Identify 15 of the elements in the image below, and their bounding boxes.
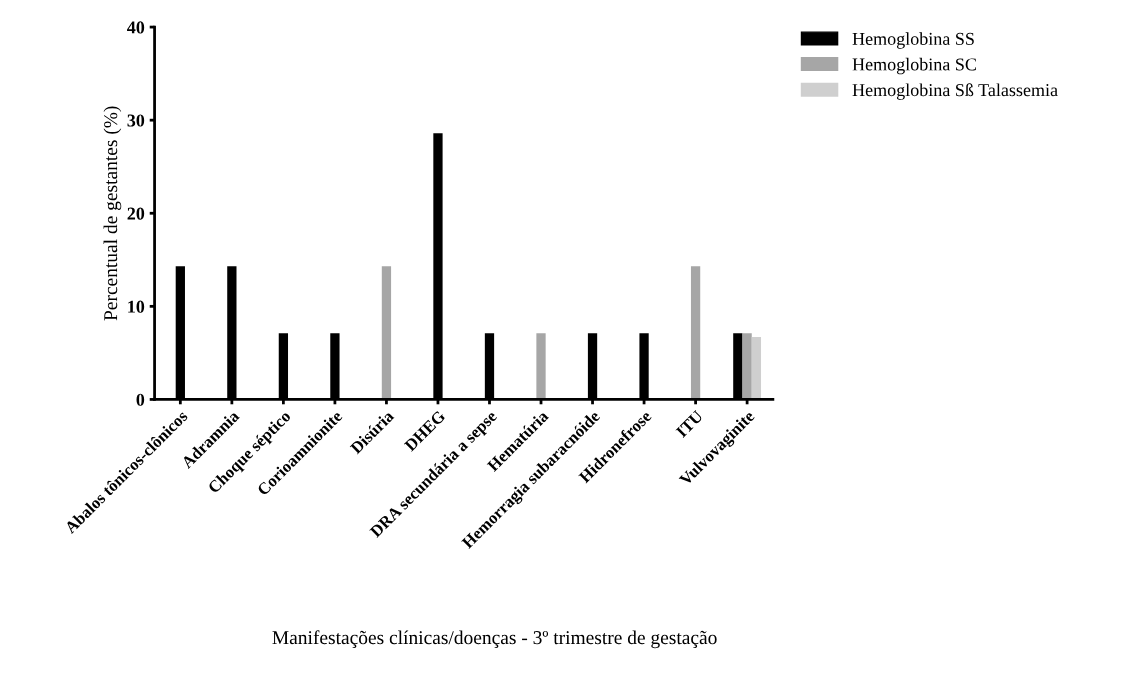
bar xyxy=(751,337,762,400)
bar xyxy=(690,266,701,400)
legend-label: Hemoglobina SS xyxy=(852,32,974,49)
y-tick-label: 10 xyxy=(128,300,145,313)
legend-label: Hemoglobina Sß Talassemia xyxy=(852,83,1058,100)
y-tick-label: 40 xyxy=(127,21,145,34)
y-tick-label: 0 xyxy=(136,393,145,406)
y-tick-label: 30 xyxy=(127,114,145,127)
bar xyxy=(381,266,392,400)
legend-label: Hemoglobina SC xyxy=(852,57,976,75)
x-axis-title: Manifestações clínicas/doenças - 3º trimestre de gestação xyxy=(272,630,717,649)
bar xyxy=(742,333,752,400)
y-tick-label: 20 xyxy=(127,207,145,220)
y-axis-title: Percentual de gestantes (%) xyxy=(103,106,122,321)
bar xyxy=(536,333,546,400)
